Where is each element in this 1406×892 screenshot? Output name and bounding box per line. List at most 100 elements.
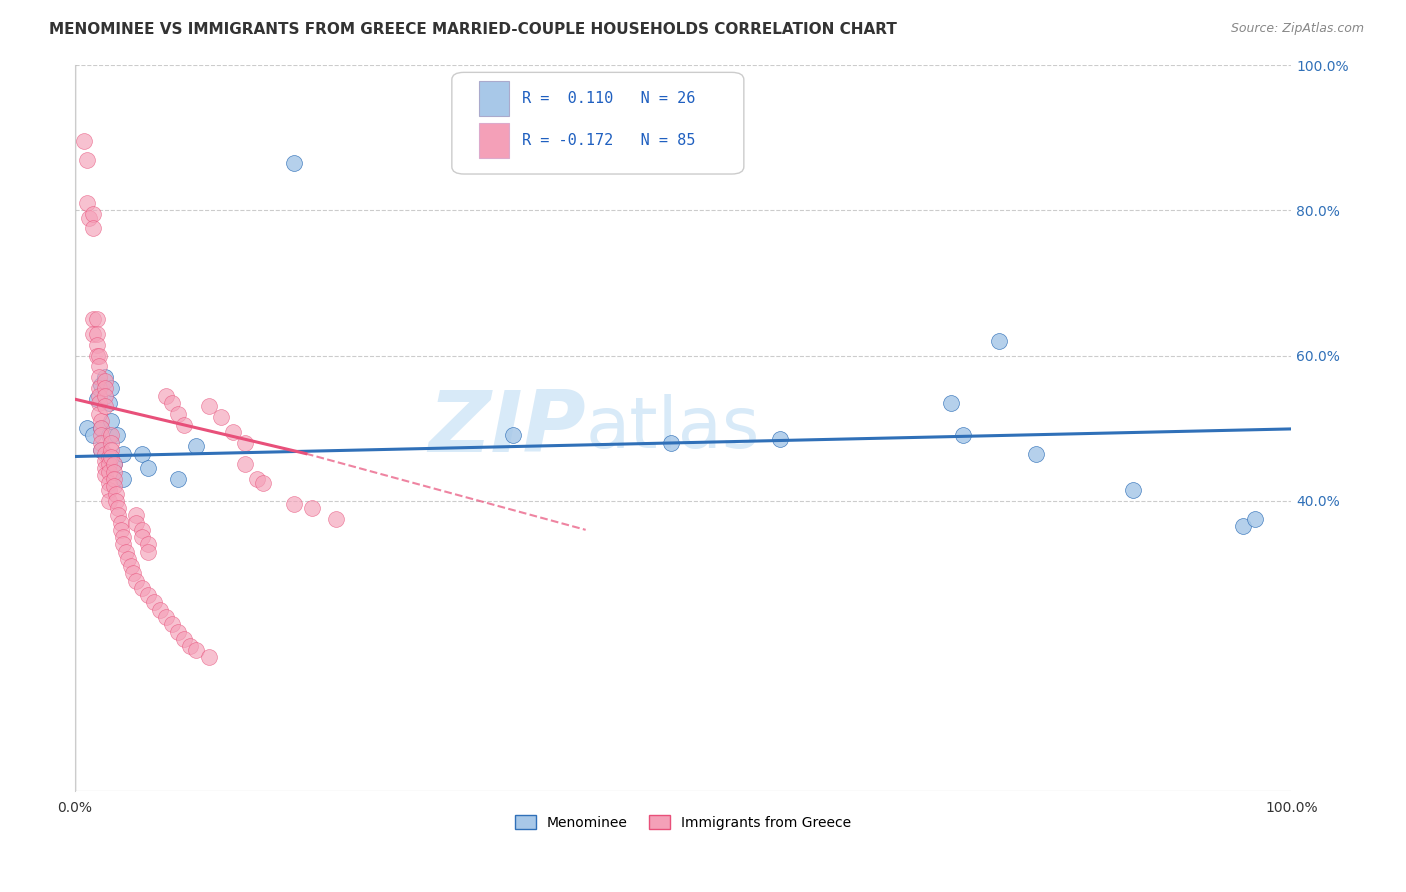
Point [82, 221, 104, 235]
Point [952, 428, 974, 442]
Point [90, 421, 112, 435]
Point [90, 435, 112, 450]
Point [186, 439, 208, 453]
Point [233, 458, 256, 472]
Point [100, 428, 122, 442]
Text: ZIP: ZIP [427, 387, 586, 470]
Point [87, 370, 110, 384]
FancyBboxPatch shape [478, 123, 509, 158]
Point [100, 414, 122, 428]
Point [94, 461, 117, 475]
Point [76, 421, 98, 435]
Point [283, 156, 305, 170]
Point [246, 472, 269, 486]
Point [179, 639, 201, 653]
Point [97, 475, 120, 490]
Point [86, 337, 108, 351]
Point [112, 537, 135, 551]
Point [136, 461, 159, 475]
Point [124, 516, 146, 530]
Point [186, 642, 208, 657]
Point [100, 450, 122, 465]
Point [103, 458, 125, 472]
Point [82, 428, 104, 442]
Point [97, 428, 120, 442]
Text: R =  0.110   N = 26: R = 0.110 N = 26 [523, 91, 696, 106]
Point [1243, 512, 1265, 526]
Point [87, 381, 110, 395]
Point [112, 530, 135, 544]
Point [160, 396, 183, 410]
Point [155, 610, 177, 624]
Point [82, 312, 104, 326]
FancyBboxPatch shape [451, 72, 744, 174]
Point [209, 410, 232, 425]
Point [82, 326, 104, 341]
Point [90, 442, 112, 457]
Text: MENOMINEE VS IMMIGRANTS FROM GREECE MARRIED-COUPLE HOUSEHOLDS CORRELATION CHART: MENOMINEE VS IMMIGRANTS FROM GREECE MARR… [49, 22, 897, 37]
Point [86, 326, 108, 341]
Point [167, 624, 190, 639]
Point [283, 498, 305, 512]
Point [87, 359, 110, 374]
Point [136, 537, 159, 551]
Point [94, 468, 117, 483]
Point [82, 207, 104, 221]
Point [87, 349, 110, 363]
Point [136, 588, 159, 602]
Point [90, 442, 112, 457]
Point [301, 501, 323, 516]
Legend: Menominee, Immigrants from Greece: Menominee, Immigrants from Greece [509, 809, 856, 835]
Point [173, 632, 195, 646]
Text: atlas: atlas [586, 393, 761, 463]
Point [103, 472, 125, 486]
Point [136, 544, 159, 558]
Point [173, 417, 195, 432]
Point [110, 516, 132, 530]
Point [1025, 447, 1047, 461]
Point [100, 435, 122, 450]
Point [100, 381, 122, 395]
Point [94, 454, 117, 468]
Point [94, 374, 117, 388]
Point [73, 134, 96, 148]
Point [114, 544, 136, 558]
Point [149, 603, 172, 617]
Point [90, 377, 112, 392]
Point [120, 559, 142, 574]
Point [117, 552, 139, 566]
Point [769, 432, 792, 446]
Point [122, 566, 145, 581]
Point [112, 447, 135, 461]
Point [90, 428, 112, 442]
Point [90, 421, 112, 435]
Point [233, 435, 256, 450]
Point [97, 458, 120, 472]
Point [87, 388, 110, 402]
Point [131, 530, 153, 544]
Point [94, 388, 117, 402]
Point [86, 392, 108, 406]
Point [94, 370, 117, 384]
Point [97, 483, 120, 497]
Point [90, 414, 112, 428]
FancyBboxPatch shape [478, 81, 509, 116]
Point [105, 493, 128, 508]
Point [77, 211, 100, 225]
Point [87, 396, 110, 410]
Text: Source: ZipAtlas.com: Source: ZipAtlas.com [1230, 22, 1364, 36]
Point [142, 595, 165, 609]
Point [94, 381, 117, 395]
Point [110, 523, 132, 537]
Point [155, 388, 177, 402]
Point [103, 465, 125, 479]
Point [86, 349, 108, 363]
Point [659, 435, 682, 450]
Point [252, 475, 274, 490]
Point [197, 649, 219, 664]
Point [97, 493, 120, 508]
Point [939, 396, 962, 410]
Point [105, 486, 128, 500]
Point [160, 617, 183, 632]
Point [97, 396, 120, 410]
